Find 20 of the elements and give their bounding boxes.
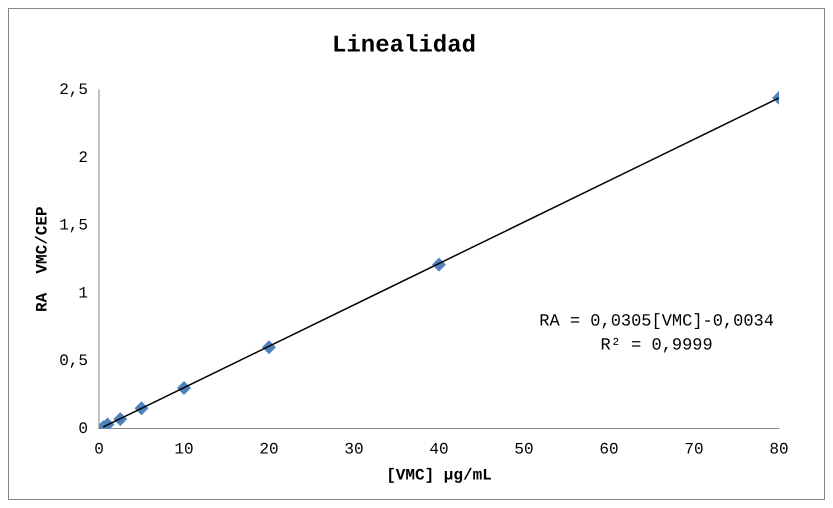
y-axis-title: RA VMC/CEP [34,206,52,312]
y-tick-label: 1,5 [59,216,88,235]
x-tick-label: 10 [174,440,194,458]
chart-title: Linealidad [332,32,476,60]
y-tick-label: 0 [78,420,88,438]
x-tick-label: 70 [684,440,704,458]
y-tick-label: 2 [78,148,88,167]
x-tick-label: 30 [344,440,364,458]
x-tick-label: 40 [429,440,449,458]
x-tick-label: 80 [769,440,789,458]
x-tick-label: 60 [599,440,619,458]
x-tick-label: 0 [94,440,104,458]
x-tick-label: 20 [259,440,279,458]
x-tick-label: 50 [514,440,534,458]
annotation: RA = 0,0305[VMC]-0,0034 [539,312,774,332]
x-axis-title: [VMC] µg/mL [386,466,492,484]
y-tick-label: 0,5 [59,352,88,370]
annotation: R² = 0,9999 [600,336,713,356]
y-tick-label: 1 [78,284,88,302]
y-tick-label: 2,5 [59,81,88,100]
